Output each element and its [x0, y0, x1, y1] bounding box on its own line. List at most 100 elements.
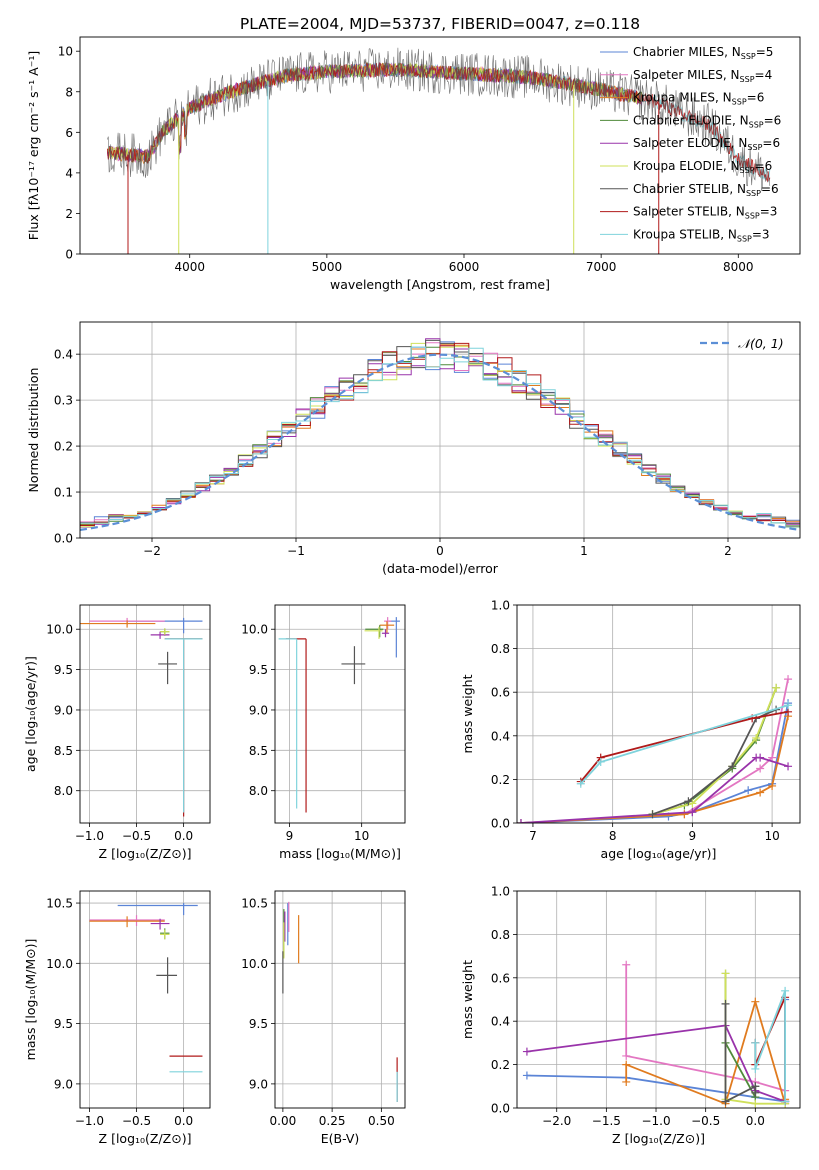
- x-axis-label: E(B-V): [321, 1131, 360, 1146]
- y-tick-label: 0.6: [491, 971, 510, 985]
- errorbars: [282, 901, 398, 1102]
- plot-frame: [79, 36, 801, 255]
- y-tick-label: 10.5: [46, 897, 73, 911]
- panel-residuals: −2 −1 0 1 2 0.0 0.1 0.2 0.3 0.4 (data-model)/error…: [26, 321, 801, 576]
- y-tick-label: 0.2: [491, 1058, 510, 1072]
- x-tick-label: 4000: [174, 260, 205, 274]
- x-tick-label: −0.5: [122, 829, 151, 843]
- y-tick-label: 10.0: [241, 957, 268, 971]
- x-tick-label: 6000: [449, 260, 480, 274]
- marker-point: [522, 1071, 531, 1080]
- marker-point: [596, 757, 605, 766]
- marker-point: [622, 1051, 631, 1060]
- y-tick-label: 0.4: [54, 348, 73, 362]
- marker-point: [768, 781, 777, 790]
- panel-massweight-vs-Z: −2.0 −1.5 −1.0 −0.5 0.0 0.0 0.2 0.4 0.6 0.8 1.0 Z […: [460, 885, 801, 1146]
- histograms: [80, 338, 800, 531]
- spectrum-chabrier-stelib: [107, 47, 771, 191]
- x-axis-label: Z [log₁₀(Z/Z⊙)]: [612, 1131, 705, 1146]
- marker-point: [622, 960, 631, 969]
- y-tick-label: 0.6: [491, 686, 510, 700]
- errorbars: [278, 617, 400, 813]
- x-axis-label: Z [log₁₀(Z/Z⊙)]: [99, 1131, 192, 1146]
- marker-point: [522, 1047, 531, 1056]
- legend-label: Salpeter STELIB, NSSP=3: [633, 205, 777, 221]
- y-axis-label: Normed distribution: [26, 368, 41, 493]
- y-tick-label: 9.5: [249, 1017, 268, 1031]
- x-tick-label: −1.0: [75, 829, 104, 843]
- gaussian-curve: [80, 353, 800, 531]
- x-tick-label: 0.0: [746, 1114, 765, 1128]
- legend-label: Kroupa STELIB, NSSP=3: [633, 227, 770, 243]
- y-axis-label: mass weight: [460, 674, 475, 753]
- marker-point: [648, 810, 657, 819]
- x-tick-label: −1.0: [641, 1114, 670, 1128]
- y-axis-label: mass weight: [460, 960, 475, 1039]
- marker-point: [680, 810, 689, 819]
- x-tick-label: 5000: [312, 260, 343, 274]
- x-tick-label: 7: [529, 829, 537, 843]
- y-tick-label: 9.0: [249, 1077, 268, 1091]
- x-tick-label: 0.25: [319, 1114, 346, 1128]
- series-salpeter-elodie: [526, 1024, 786, 1103]
- x-axis-label: (data-model)/error: [382, 561, 499, 576]
- marker-point: [751, 1064, 760, 1073]
- x-axis-label: wavelength [Angstrom, rest frame]: [330, 277, 550, 292]
- y-tick-label: 10.5: [241, 897, 268, 911]
- y-axis-label: Flux [fλ10⁻¹⁷ erg cm⁻² s⁻¹ A⁻¹]: [26, 51, 41, 240]
- spectrum-lines: [106, 47, 771, 254]
- x-tick-label: −0.5: [691, 1114, 720, 1128]
- series-salpeter-miles: [683, 678, 789, 816]
- marker-point: [781, 1097, 790, 1106]
- marker-point: [772, 683, 781, 692]
- x-tick-label: 0: [436, 544, 444, 558]
- y-tick-label: 9.0: [54, 1077, 73, 1091]
- plot-frame: [516, 890, 801, 1109]
- legend-label: Salpeter ELODIE, NSSP=6: [633, 136, 780, 152]
- x-tick-label: −0.5: [122, 1114, 151, 1128]
- series-salpeter-miles: [625, 964, 786, 1092]
- y-tick-label: 2: [65, 207, 73, 221]
- marker-point: [721, 969, 730, 978]
- x-axis-label: age [log₁₀(age/yr)]: [601, 846, 717, 861]
- y-tick-label: 8: [65, 85, 73, 99]
- y-tick-label: 10.0: [241, 623, 268, 637]
- errorbars: [89, 903, 203, 1073]
- y-tick-label: 10.0: [46, 957, 73, 971]
- x-axis-label: Z [log₁₀(Z/Z⊙)]: [99, 846, 192, 861]
- marker-point: [576, 779, 585, 788]
- marker-point: [744, 786, 753, 795]
- panel-massweight-vs-age: 7 8 9 10 0.0 0.2 0.4 0.6 0.8 1.0 age [log₁₀(age/yr…: [460, 599, 801, 861]
- y-tick-label: 0.0: [491, 817, 510, 831]
- y-tick-label: 0.8: [491, 642, 510, 656]
- y-tick-label: 10.0: [46, 623, 73, 637]
- panel-age-vs-mass: 9 10 8.0 8.5 9.0 9.5 10.0 mass [log₁₀(M/M⊙)]: [241, 604, 406, 861]
- x-tick-label: 0.0: [174, 829, 193, 843]
- plot-frame: [516, 604, 801, 824]
- y-tick-label: 8.5: [54, 744, 73, 758]
- x-tick-label: 0.50: [368, 1114, 395, 1128]
- marker-point: [784, 762, 793, 771]
- legend-label: Chabrier STELIB, NSSP=6: [633, 182, 779, 198]
- marker-point: [751, 1088, 760, 1097]
- x-tick-label: 7000: [586, 260, 617, 274]
- marker-point: [781, 986, 790, 995]
- legend-label: Kroupa MILES, NSSP=6: [633, 91, 764, 107]
- x-tick-label: 2: [724, 544, 732, 558]
- marker-point: [622, 1060, 631, 1069]
- x-axis-label: mass [log₁₀(M/M⊙)]: [279, 846, 401, 861]
- y-tick-label: 1.0: [491, 885, 510, 899]
- panel-mass-vs-Z: −1.0 −0.5 0.0 9.0 9.5 10.0 10.5 Z [log₁₀(Z/Z⊙)]…: [23, 890, 211, 1146]
- y-tick-label: 0.0: [54, 532, 73, 546]
- y-tick-label: 0: [65, 248, 73, 262]
- marker-point: [784, 675, 793, 684]
- marker-point: [756, 764, 765, 773]
- spectrum-kroupa-elodie: [107, 62, 643, 164]
- y-axis-label: age [log₁₀(age/yr)]: [23, 656, 38, 772]
- series-kroupa-stelib: [754, 990, 786, 1102]
- y-tick-label: 9.5: [249, 663, 268, 677]
- weight-lines: [517, 675, 793, 823]
- y-tick-label: 0.1: [54, 486, 73, 500]
- x-tick-label: −1.5: [592, 1114, 621, 1128]
